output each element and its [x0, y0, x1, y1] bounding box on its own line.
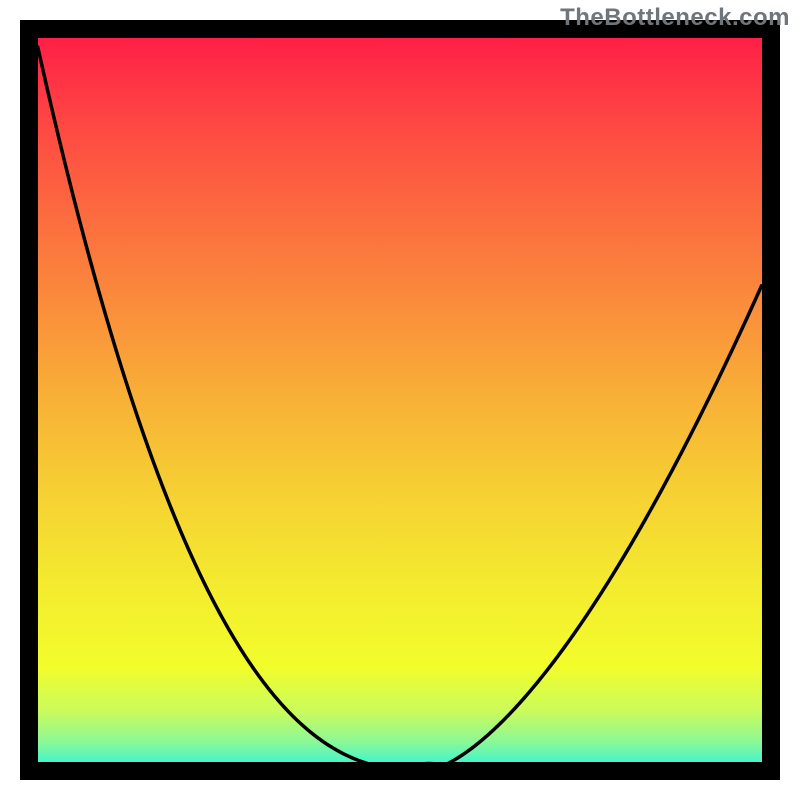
chart-svg — [0, 0, 800, 800]
bottleneck-chart: TheBottleneck.com — [0, 0, 800, 800]
watermark-text: TheBottleneck.com — [560, 4, 790, 32]
plot-background — [29, 29, 771, 771]
